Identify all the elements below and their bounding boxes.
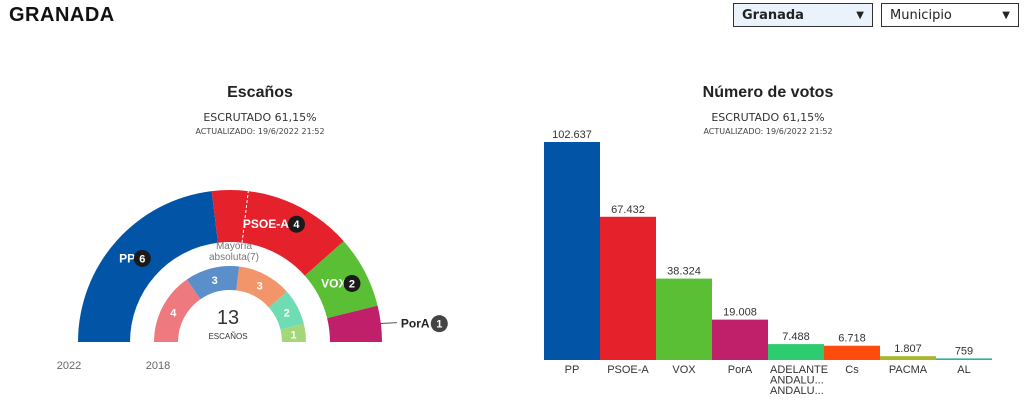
category-label-5: ANDALU... bbox=[770, 375, 824, 387]
majority-label: absoluta(7) bbox=[209, 252, 259, 263]
category-label-5: ADELANTE bbox=[770, 364, 828, 376]
bar-4 bbox=[712, 319, 768, 360]
total-seats-label: ESCAÑOS bbox=[208, 332, 247, 341]
category-label-4: PorA bbox=[728, 364, 753, 376]
bar-6 bbox=[824, 345, 880, 360]
seats-title: Escaños bbox=[227, 84, 293, 101]
party-label-pora: PorA bbox=[401, 317, 430, 331]
municipality-select[interactable]: Municipio ▼ bbox=[881, 3, 1019, 27]
province-select[interactable]: Granada ▼ bbox=[733, 3, 873, 27]
seat-slice-2022-vox bbox=[304, 241, 378, 319]
party-label-vox: VOX bbox=[321, 276, 346, 290]
seat-slice-2018-4 bbox=[268, 291, 304, 330]
seat-count-2022-pora: 1 bbox=[436, 319, 442, 331]
seat-count-2018-2: 3 bbox=[212, 275, 218, 287]
category-label-3: VOX bbox=[672, 364, 696, 376]
category-label-6: Cs bbox=[845, 364, 859, 376]
bar-value-label-8: 759 bbox=[955, 345, 973, 357]
page-title: GRANADA bbox=[9, 4, 115, 26]
chevron-down-icon: ▼ bbox=[1002, 10, 1010, 21]
bar-2 bbox=[600, 216, 656, 360]
seat-count-2022-pp: 6 bbox=[139, 253, 145, 265]
bar-5 bbox=[768, 344, 824, 360]
seat-badge-vox bbox=[343, 274, 361, 292]
bar-1 bbox=[544, 142, 600, 360]
votes-actualizado: ACTUALIZADO: 19/6/2022 21:52 bbox=[703, 127, 833, 136]
seat-slice-2018-3 bbox=[236, 266, 287, 308]
category-label-8: AL bbox=[957, 364, 970, 376]
bar-value-label-7: 1.807 bbox=[894, 343, 922, 355]
bar-value-label-3: 38.324 bbox=[667, 266, 701, 278]
seat-count-2018-1: 4 bbox=[170, 307, 177, 319]
category-label-7: PACMA bbox=[889, 364, 928, 376]
majority-label: Mayoría bbox=[216, 241, 253, 252]
seats-actualizado: ACTUALIZADO: 19/6/2022 21:52 bbox=[195, 127, 325, 136]
bar-7 bbox=[880, 356, 936, 360]
seat-slice-2022-pp bbox=[78, 191, 218, 342]
ring-label-2022: 2022 bbox=[57, 360, 81, 372]
seat-badge-pora bbox=[430, 315, 448, 333]
total-seats: 13 bbox=[217, 307, 239, 329]
party-label-psoe-a: PSOE-A bbox=[243, 217, 289, 231]
seat-count-2022-psoe-a: 4 bbox=[293, 219, 300, 231]
bar-value-label-2: 67.432 bbox=[611, 204, 645, 216]
seats-escrutado: ESCRUTADO 61,15% bbox=[203, 111, 317, 124]
seat-slice-2022-psoe-a bbox=[211, 190, 344, 276]
municipality-select-value: Municipio bbox=[890, 7, 952, 23]
party-label-pp: PP bbox=[119, 251, 135, 265]
seat-slice-2018-5 bbox=[280, 323, 306, 342]
chevron-down-icon: ▼ bbox=[856, 10, 864, 21]
seat-slice-2022-pora bbox=[327, 305, 382, 342]
seat-slice-2018-1 bbox=[154, 279, 201, 342]
province-select-value: Granada bbox=[742, 7, 804, 23]
seat-count-2018-4: 2 bbox=[284, 307, 290, 319]
ring-label-2018: 2018 bbox=[146, 360, 170, 372]
bar-8 bbox=[936, 358, 992, 360]
bar-value-label-5: 7.488 bbox=[782, 331, 810, 343]
seat-count-2018-3: 3 bbox=[257, 280, 263, 292]
category-label-5: ANDALU... bbox=[770, 385, 824, 397]
seat-badge-pp bbox=[133, 249, 151, 267]
votes-escrutado: ESCRUTADO 61,15% bbox=[711, 111, 825, 124]
bar-value-label-6: 6.718 bbox=[838, 333, 866, 345]
bar-value-label-1: 102.637 bbox=[552, 129, 592, 141]
category-label-1: PP bbox=[565, 364, 580, 376]
bar-3 bbox=[656, 278, 712, 360]
seat-count-2022-vox: 2 bbox=[349, 278, 355, 290]
seat-slice-2018-2 bbox=[186, 266, 240, 300]
seat-count-2018-5: 1 bbox=[290, 329, 296, 341]
seat-badge-psoe-a bbox=[287, 215, 305, 233]
majority-line bbox=[241, 191, 249, 243]
category-label-2: PSOE-A bbox=[607, 364, 649, 376]
bar-value-label-4: 19.008 bbox=[723, 307, 757, 319]
party-label-leader bbox=[378, 322, 397, 325]
votes-title: Número de votos bbox=[702, 84, 834, 101]
